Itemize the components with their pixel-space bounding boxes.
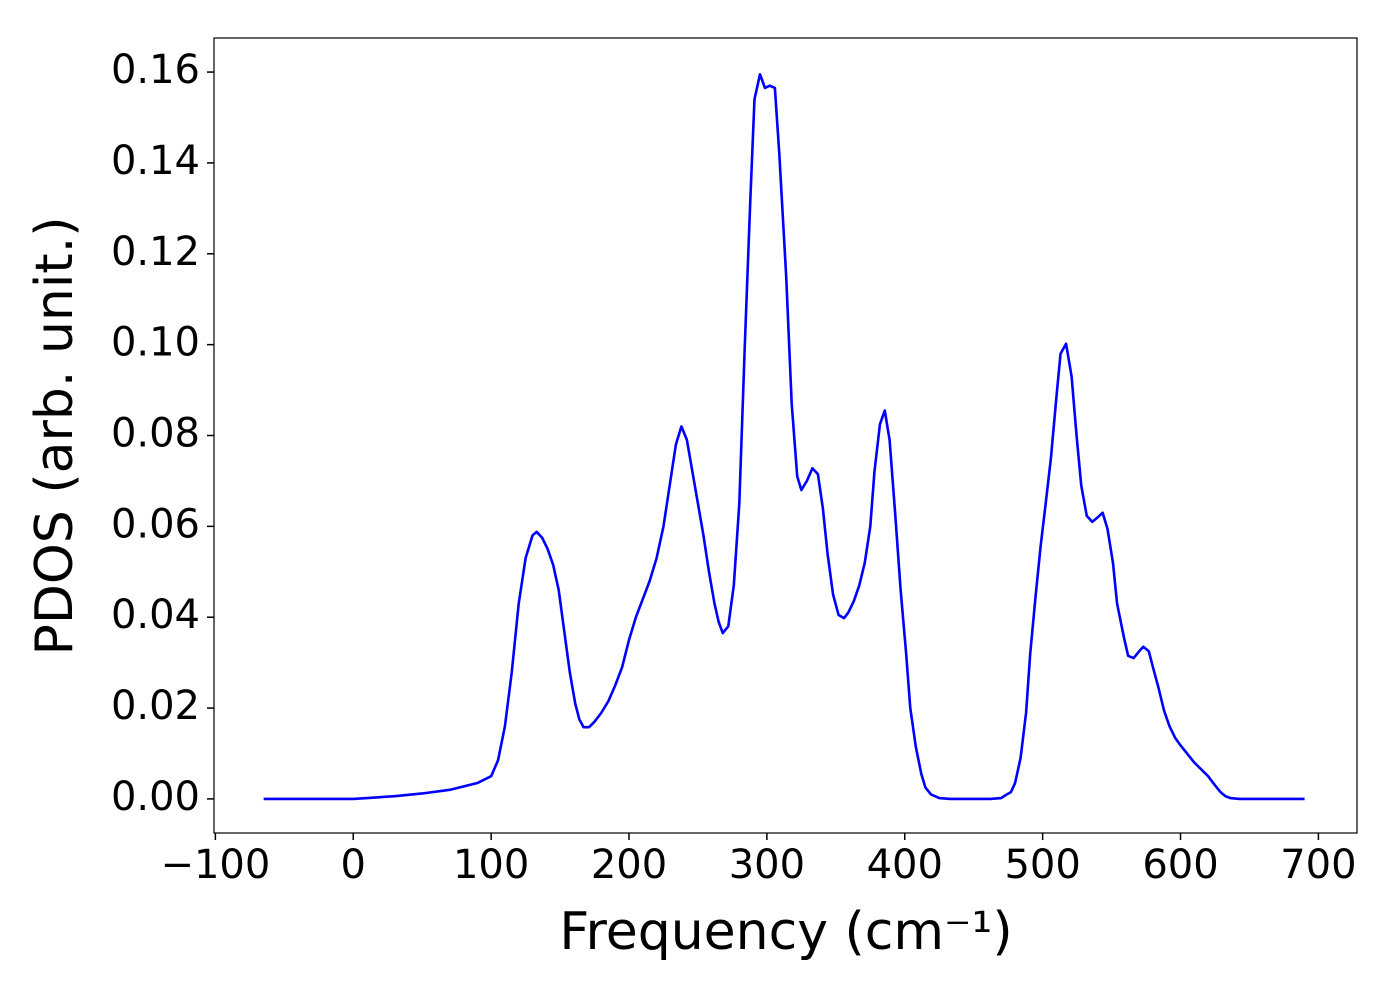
x-tick-label: 600	[1142, 842, 1218, 888]
y-tick-label: 0.10	[111, 320, 200, 366]
x-tick-label: 700	[1280, 842, 1356, 888]
y-axis-label: PDOS (arb. unit.)	[25, 216, 85, 655]
x-tick-label: −100	[160, 842, 270, 888]
y-tick-label: 0.06	[111, 501, 200, 547]
x-tick-label: 500	[1004, 842, 1080, 888]
data-line	[263, 73, 1305, 801]
x-tick-label: 300	[729, 842, 805, 888]
y-tick-label: 0.00	[111, 774, 200, 820]
y-tick-label: 0.14	[111, 138, 200, 184]
x-axis-label: Frequency (cm⁻¹)	[559, 902, 1012, 962]
x-tick-label: 200	[591, 842, 667, 888]
x-tick-label: 0	[341, 842, 366, 888]
y-tick-label: 0.08	[111, 411, 200, 457]
y-tick-label: 0.12	[111, 229, 200, 275]
x-tick-label: 100	[453, 842, 529, 888]
y-tick-label: 0.04	[111, 592, 200, 638]
plot-frame	[213, 37, 1358, 834]
y-tick-label: 0.02	[111, 683, 200, 729]
y-tick-label: 0.16	[111, 47, 200, 93]
x-tick-label: 400	[867, 842, 943, 888]
